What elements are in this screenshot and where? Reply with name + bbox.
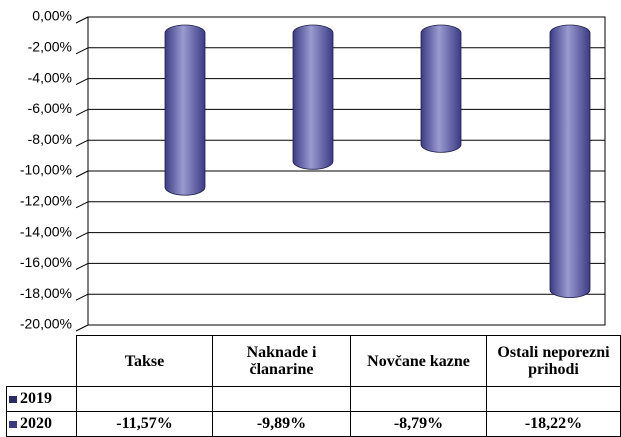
data-table: Takse Naknade i članarine Novčane kazne Ost… — [6, 335, 621, 437]
y-tick-label: -10,00% — [20, 162, 72, 178]
bar — [164, 24, 206, 196]
category: Takse — [76, 335, 213, 387]
tick-mark — [75, 78, 89, 86]
tick-mark — [75, 47, 89, 55]
y-tick-label: -12,00% — [20, 193, 72, 209]
tick-mark — [75, 232, 89, 240]
bar — [420, 24, 462, 153]
tick-mark — [75, 201, 89, 209]
y-tick-label: -8,00% — [28, 131, 72, 147]
tick-mark — [75, 293, 89, 301]
y-tick-label: -16,00% — [20, 254, 72, 270]
tick-mark — [75, 16, 89, 24]
y-tick-label: -4,00% — [28, 69, 72, 85]
legend-key — [9, 395, 17, 403]
tick-mark — [75, 139, 89, 147]
y-tick-label: -20,00% — [20, 316, 72, 332]
y-tick-label: -2,00% — [28, 39, 72, 55]
tick-mark — [75, 262, 89, 270]
tick-mark — [75, 170, 89, 178]
y-tick-label: -6,00% — [28, 100, 72, 116]
y-tick-label: -18,00% — [20, 285, 72, 301]
legend-key — [9, 420, 17, 428]
category: Ostali neporezni prihodi — [486, 335, 621, 387]
category: Naknade i članarine — [212, 335, 351, 387]
value-label: -11,57% — [76, 411, 213, 437]
tick-mark — [75, 324, 89, 332]
y-tick-label: 0,00% — [32, 8, 72, 24]
chart: 0,00% -2,00% -4,00% -6,00% -8,00% -10,00% -12,… — [20, 8, 606, 332]
value-label: -8,79% — [350, 411, 487, 437]
y-tick-label: -14,00% — [20, 223, 72, 239]
tick-mark — [75, 108, 89, 116]
value-label: -9,89% — [212, 411, 351, 437]
value-label: -18,22% — [486, 411, 621, 437]
category: Novčane kazne — [350, 335, 487, 387]
bar — [549, 24, 591, 298]
bar — [292, 24, 334, 170]
legend-label: 2019 — [20, 390, 52, 407]
legend-label: 2020 — [20, 415, 52, 432]
